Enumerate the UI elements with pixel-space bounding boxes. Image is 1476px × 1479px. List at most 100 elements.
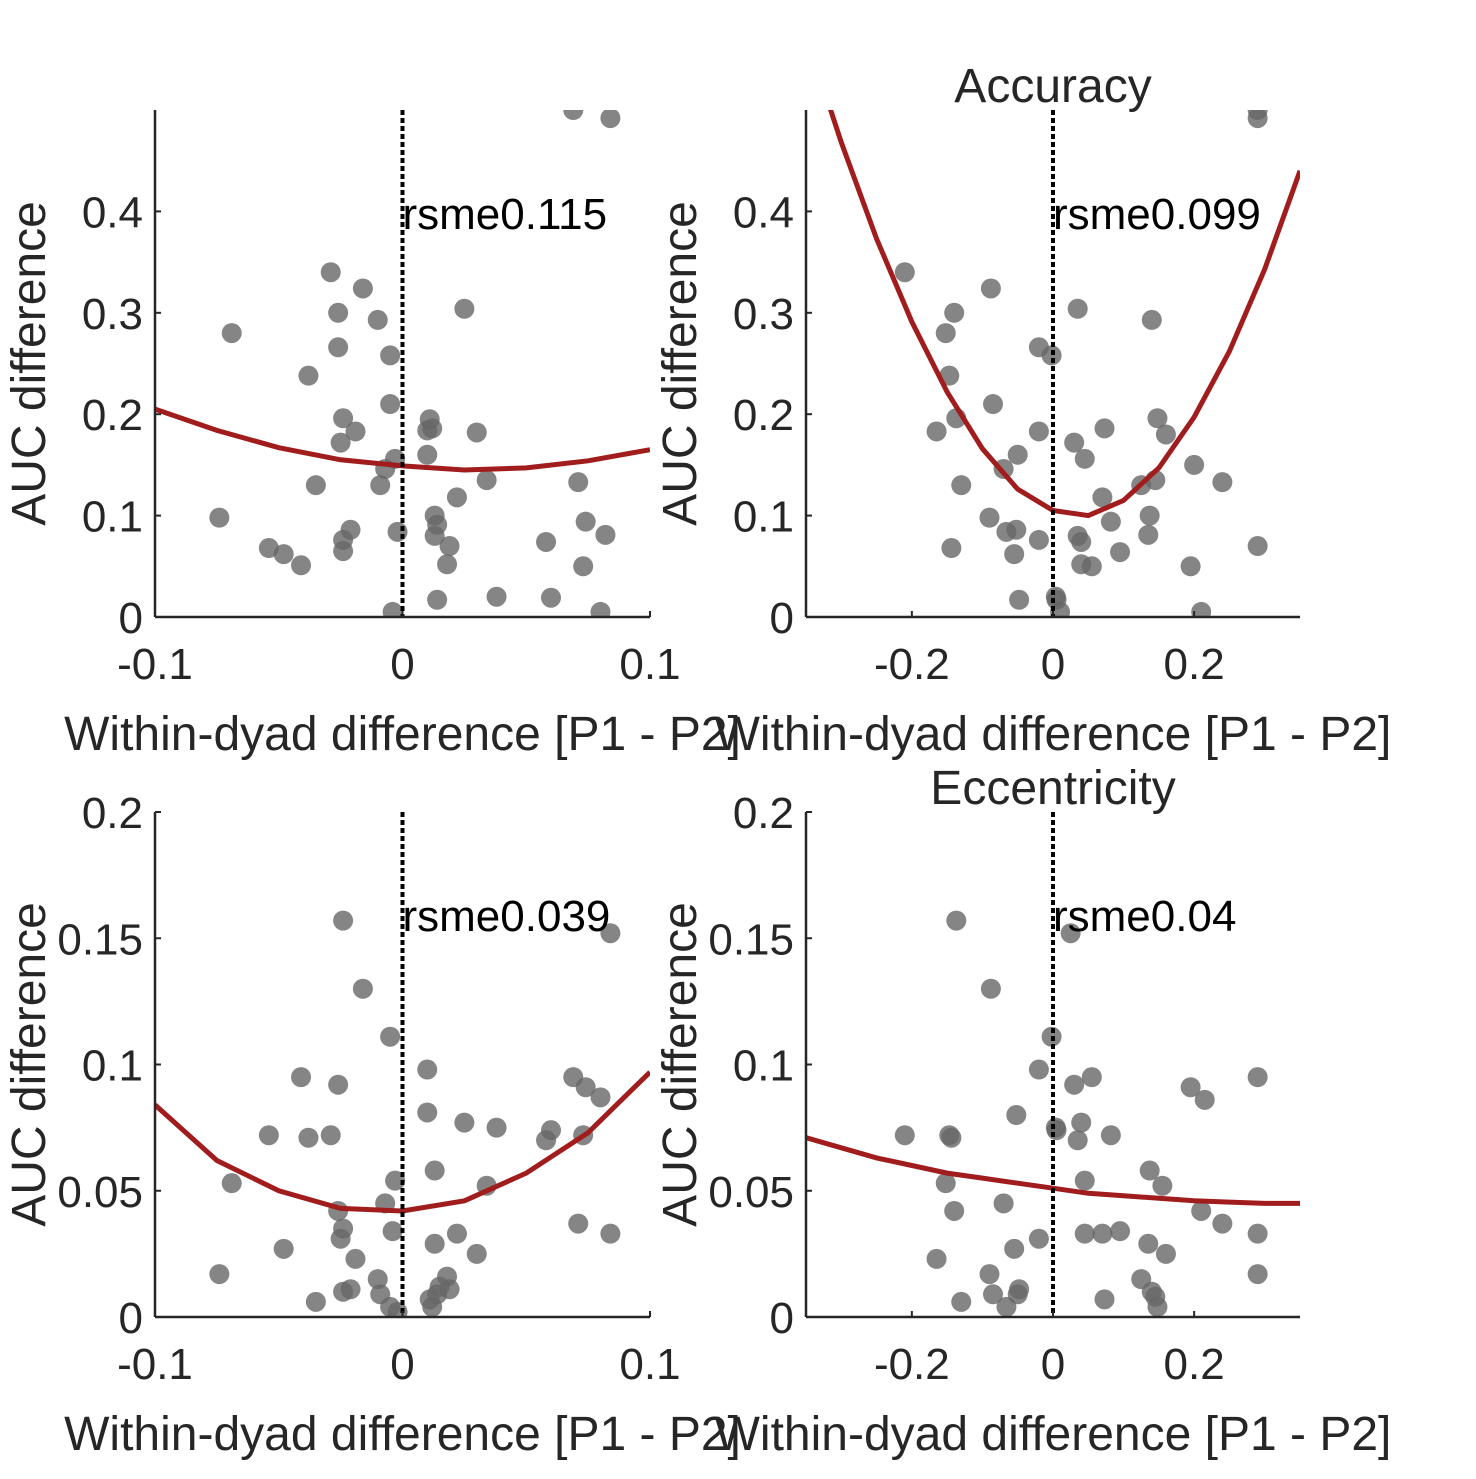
y-tick-label: 0 (770, 594, 794, 643)
plot-area (828, 110, 1300, 617)
y-axis-label: AUC difference (3, 201, 56, 526)
data-point (345, 1248, 366, 1269)
data-point (1141, 309, 1162, 330)
data-point (273, 1238, 294, 1259)
y-tick-label: 0.15 (57, 915, 143, 964)
data-point (980, 978, 1001, 999)
data-point (1191, 1200, 1212, 1221)
data-point (439, 536, 460, 557)
data-point (1006, 519, 1027, 540)
x-tick-label: -0.1 (117, 640, 193, 689)
data-point (298, 1127, 319, 1148)
data-point (600, 1223, 621, 1244)
data-point (590, 1087, 611, 1108)
data-point (1147, 1296, 1168, 1317)
data-point (417, 444, 438, 465)
data-point (422, 418, 443, 439)
data-point (387, 1301, 408, 1317)
data-point (1212, 1213, 1233, 1234)
data-point (221, 323, 242, 344)
data-point (541, 587, 561, 608)
y-tick-label: 0.4 (82, 188, 143, 237)
data-point (983, 1284, 1004, 1305)
data-point (600, 110, 621, 129)
y-tick-label: 0 (119, 594, 143, 643)
x-tick-label: 0.2 (1164, 640, 1225, 689)
data-point (944, 302, 965, 323)
data-point (993, 1193, 1014, 1214)
data-point (1050, 601, 1071, 617)
data-point (1081, 556, 1102, 577)
data-point (1110, 542, 1131, 563)
data-point (446, 487, 467, 508)
data-point (258, 1125, 279, 1146)
y-tick-label: 0.3 (82, 290, 143, 339)
fit-curve (806, 1135, 1300, 1206)
y-tick-label: 0.15 (708, 915, 794, 964)
data-point (600, 923, 621, 944)
data-point (568, 1213, 589, 1234)
x-tick-label: 0 (1041, 640, 1065, 689)
y-tick-label: 0.1 (733, 1042, 794, 1091)
data-point (1067, 298, 1088, 319)
y-tick-label: 0.2 (733, 789, 794, 838)
data-point (590, 601, 611, 617)
data-point (939, 365, 960, 386)
data-point (575, 1077, 596, 1098)
y-axis-label: AUC difference (3, 902, 56, 1227)
data-point (382, 1221, 403, 1242)
data-point (568, 472, 589, 493)
x-tick-label: -0.1 (117, 1340, 193, 1389)
data-point (328, 337, 349, 358)
data-point (417, 1102, 438, 1123)
data-point (340, 519, 361, 540)
data-point (466, 422, 487, 443)
data-point (1074, 1223, 1095, 1244)
data-point (979, 1264, 1000, 1285)
data-point (1092, 1223, 1113, 1244)
data-point (536, 531, 557, 552)
data-point (328, 1074, 349, 1095)
data-point (1007, 444, 1028, 465)
data-point (333, 541, 354, 562)
x-tick-label: -0.2 (874, 640, 950, 689)
rsme-annotation: rsme0.115 (403, 190, 608, 239)
data-point (305, 475, 326, 496)
plot-area (155, 812, 650, 1317)
data-point (1212, 472, 1233, 493)
data-point (476, 470, 497, 491)
data-point (1194, 1089, 1215, 1110)
data-point (926, 421, 947, 442)
panel-bottom-right: Eccentricity -0.2 0 0.2 0 0.05 0.1 0.15 0.2 Withi… (654, 762, 1391, 1461)
y-tick-label: 0.1 (733, 493, 794, 542)
y-tick-label: 0.2 (82, 789, 143, 838)
data-point (983, 394, 1004, 415)
data-point (1184, 454, 1205, 475)
data-point (333, 408, 354, 429)
y-tick-label: 0.05 (708, 1168, 794, 1217)
fit-curve (155, 1070, 650, 1214)
data-point (1004, 1238, 1025, 1259)
data-point (980, 278, 1001, 299)
plot-area (155, 110, 650, 617)
data-point (209, 507, 230, 528)
data-point (563, 110, 584, 120)
data-point (382, 601, 403, 617)
data-point (1060, 923, 1081, 944)
data-point (1074, 1170, 1095, 1191)
data-point (1071, 1112, 1092, 1133)
data-point (221, 1173, 242, 1194)
data-point (427, 589, 448, 610)
data-point (1191, 601, 1212, 617)
y-tick-label: 0.1 (82, 1042, 143, 1091)
data-point (439, 1279, 460, 1300)
data-point (486, 1117, 507, 1138)
data-point (291, 1067, 312, 1088)
data-point (926, 1248, 947, 1269)
plot-area (806, 812, 1300, 1317)
data-point (340, 1279, 361, 1300)
data-point (320, 1125, 341, 1146)
